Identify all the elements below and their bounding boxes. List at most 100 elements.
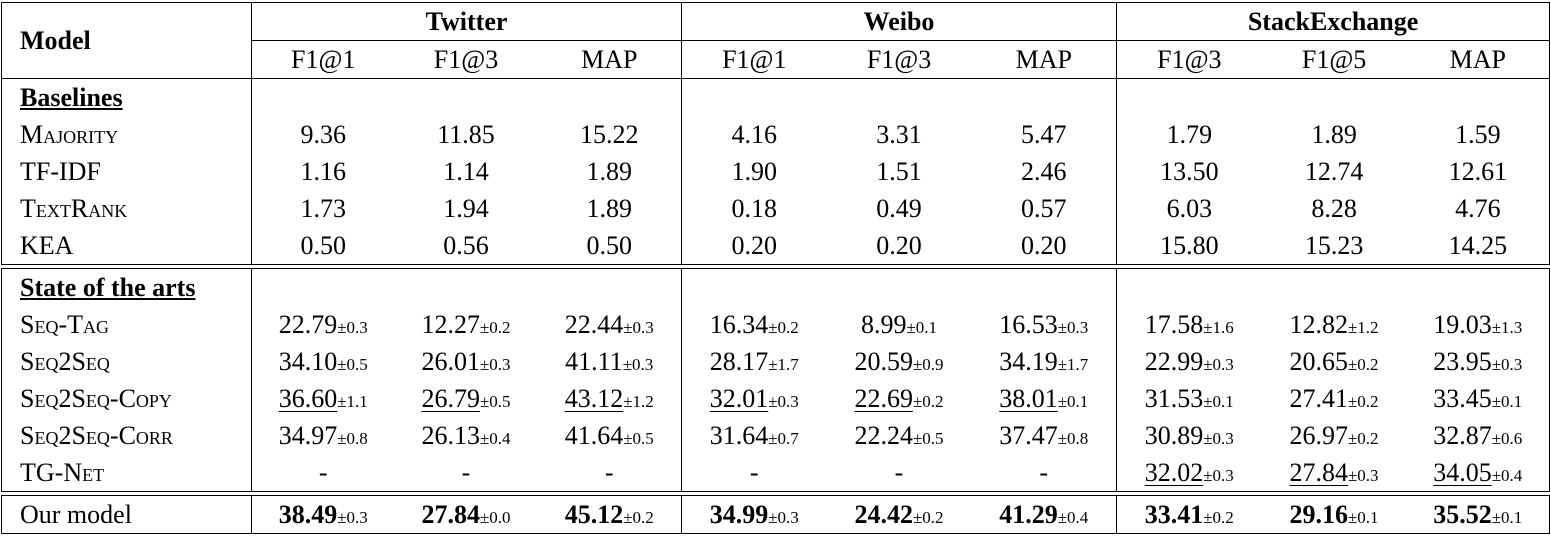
score-value: - [894, 457, 904, 487]
score-std: ±0.2 [912, 391, 944, 411]
score-cell: 23.95±0.3 [1407, 343, 1550, 380]
score-cell: 17.58±1.6 [1116, 306, 1262, 343]
score-std: ±0.1 [1491, 391, 1523, 411]
score-cell: 26.79±0.5 [395, 380, 538, 417]
score-std: ±0.2 [1203, 507, 1234, 527]
score-value: 20.59 [854, 346, 913, 376]
score-cell: 9.36 [251, 116, 395, 153]
score-std: ±1.7 [1057, 354, 1089, 374]
score-cell: 1.79 [1116, 116, 1262, 153]
score-std: ±0.7 [768, 428, 799, 448]
table-row: Our model 38.49±0.3 27.84±0.0 45.12±0.2 34.9… [2, 495, 1550, 534]
score-value: 35.52 [1433, 499, 1492, 529]
score-value: 5.47 [1021, 119, 1067, 149]
table-row: Seq2Seq-Corr 34.97±0.8 26.13±0.4 41.64±0.5 3… [2, 417, 1550, 454]
score-value: 33.45 [1433, 383, 1492, 413]
score-std: ±0.2 [479, 317, 511, 337]
score-cell: 1.94 [395, 190, 538, 227]
section-title: Baselines [1, 78, 252, 116]
score-cell: - [827, 454, 972, 492]
score-value: 28.17 [709, 346, 769, 376]
score-cell: 32.87±0.6 [1407, 417, 1550, 454]
score-std: ±0.2 [768, 317, 799, 337]
model-name: TF-IDF [20, 156, 101, 186]
section-title-row: State of the arts [2, 268, 1550, 306]
score-value: 26.13 [421, 420, 480, 450]
score-cell: 14.25 [1407, 227, 1550, 265]
model-name: KEA [20, 230, 74, 260]
score-value: 1.14 [443, 156, 489, 186]
score-cell: 34.19±1.7 [972, 343, 1117, 380]
score-value: 34.10 [278, 346, 338, 376]
score-cell: 22.99±0.3 [1116, 343, 1262, 380]
score-cell: 8.28 [1262, 190, 1407, 227]
score-std: ±0.2 [623, 507, 654, 527]
score-value: 1.51 [876, 156, 922, 186]
model-name: Seq-Tag [20, 309, 109, 339]
section-title-row: Baselines [1, 78, 1550, 116]
table-block-1: State of the arts Seq-Tag 22.79±0.3 12.27±0… [1, 268, 1550, 492]
score-value: 41.29 [999, 499, 1058, 529]
score-value: 33.41 [1144, 499, 1204, 529]
score-cell: 38.01±0.1 [972, 380, 1117, 417]
score-value: 1.89 [586, 193, 633, 223]
score-value: 0.20 [731, 230, 778, 260]
metric-header: MAP [537, 40, 682, 79]
score-value: 26.79 [421, 383, 480, 413]
score-cell: 12.61 [1407, 153, 1550, 190]
table-block-0: Model Twitter Weibo StackExchange F1@1 F1@3 MA… [1, 2, 1551, 265]
score-value: 20.65 [1289, 346, 1348, 376]
score-cell: 0.20 [681, 227, 827, 265]
score-value: 45.12 [564, 499, 624, 529]
score-value: 0.18 [731, 193, 778, 223]
score-value: 1.73 [300, 193, 347, 223]
score-value: 27.84 [421, 499, 480, 529]
score-cell: 31.64±0.7 [681, 417, 827, 454]
score-value: 2.46 [1021, 156, 1067, 186]
score-value: - [749, 457, 759, 487]
score-value: 15.23 [1304, 230, 1364, 260]
score-cell: 1.14 [395, 153, 538, 190]
score-std: ±0.2 [1347, 354, 1379, 374]
score-cell: 0.49 [827, 190, 972, 227]
score-cell: 15.22 [538, 116, 682, 153]
score-value: 29.16 [1289, 499, 1348, 529]
score-std: ±0.4 [479, 428, 511, 448]
score-cell: 30.89±0.3 [1116, 417, 1262, 454]
score-value: 37.47 [999, 420, 1058, 450]
score-std: ±0.3 [1203, 428, 1234, 448]
score-cell: 27.84±0.3 [1262, 454, 1407, 492]
table-row: TF-IDF 1.16 1.14 1.89 1.90 1.51 2.46 13.50 12.74… [2, 153, 1550, 190]
score-std: ±1.1 [337, 391, 368, 411]
score-value: 34.99 [709, 499, 769, 529]
score-std: ±0.3 [622, 354, 654, 374]
table-block-2: Our model 38.49±0.3 27.84±0.0 45.12±0.2 34.9… [1, 495, 1550, 534]
score-std: ±0.1 [906, 317, 938, 337]
score-std: ±1.6 [1203, 317, 1234, 337]
metric-header: F1@1 [251, 40, 395, 79]
score-cell: 43.12±1.2 [538, 380, 682, 417]
score-std: ±0.1 [1347, 507, 1379, 527]
score-value: 19.03 [1433, 309, 1492, 339]
score-value: 23.95 [1433, 346, 1492, 376]
group-header: Twitter [250, 2, 682, 41]
table-row: TextRank 1.73 1.94 1.89 0.18 0.49 0.57 6.03 8.28… [2, 190, 1550, 227]
score-value: 1.94 [443, 193, 489, 223]
score-cell: 36.60±1.1 [251, 380, 395, 417]
score-value: 41.64 [564, 420, 624, 450]
score-cell: 38.49±0.3 [251, 495, 395, 534]
score-cell: 20.65±0.2 [1262, 343, 1407, 380]
score-value: 0.50 [586, 230, 633, 260]
metric-header: F1@3 [826, 40, 972, 79]
score-value: 30.89 [1144, 420, 1204, 450]
score-cell: 24.42±0.2 [827, 496, 972, 534]
score-cell: 6.03 [1116, 190, 1262, 227]
metric-header: F1@3 [394, 40, 538, 79]
score-cell: 1.59 [1407, 116, 1550, 153]
score-cell: 45.12±0.2 [538, 496, 682, 534]
score-value: 43.12 [564, 383, 624, 413]
score-cell: 11.85 [395, 116, 538, 153]
score-value: 0.57 [1021, 193, 1067, 223]
score-cell: 1.89 [538, 190, 682, 227]
score-cell: 22.69±0.2 [827, 380, 972, 417]
